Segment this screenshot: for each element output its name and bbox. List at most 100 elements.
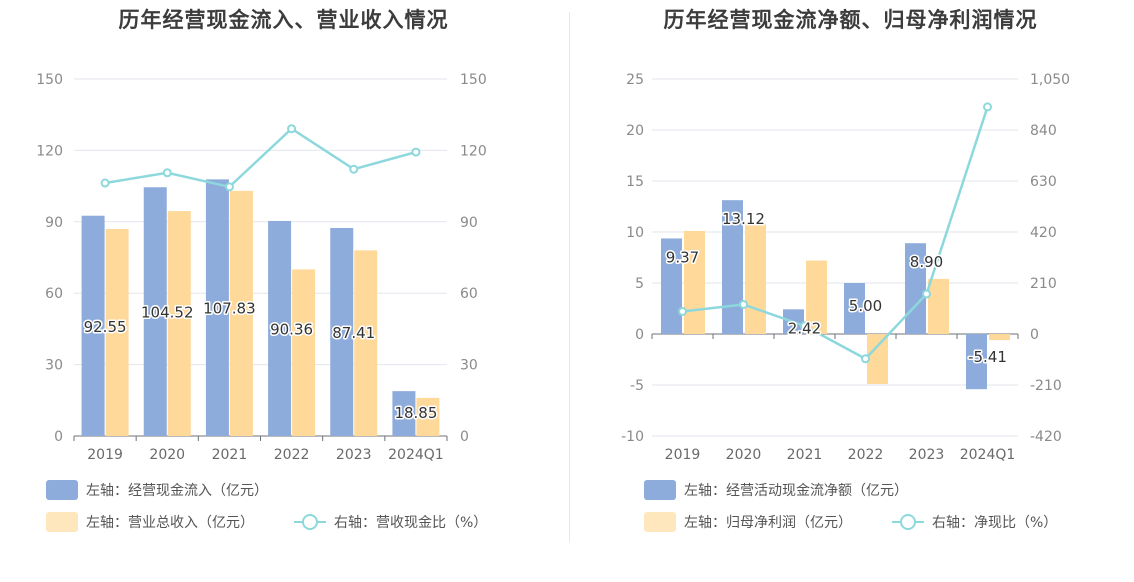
ratio-point xyxy=(983,102,992,112)
x-tick-label: 2021 xyxy=(212,447,248,463)
y-left-tick-label: 25 xyxy=(626,72,644,88)
data-label: 92.55 xyxy=(84,318,127,336)
y-left-tick-label: 0 xyxy=(635,327,644,343)
ratio-point xyxy=(922,289,931,299)
ratio-point xyxy=(349,164,359,174)
legend-item-revenue[interactable]: 左轴：营业总收入（亿元） xyxy=(46,512,254,532)
bar-blue xyxy=(661,238,682,334)
legend-label: 右轴：营收现金比（%） xyxy=(334,515,488,531)
y-right-tick-label: 30 xyxy=(460,358,478,374)
bar-orange xyxy=(229,190,253,436)
bar-blue xyxy=(966,334,987,390)
bar-orange xyxy=(167,211,191,436)
x-tick-label: 2021 xyxy=(787,447,823,463)
data-label: 18.85 xyxy=(394,404,437,422)
y-right-tick-label: 150 xyxy=(460,72,487,88)
legend-item-net-cash[interactable]: 左轴：经营活动现金流净额（亿元） xyxy=(644,480,908,500)
data-label: 107.83 xyxy=(203,300,256,318)
bar-orange xyxy=(989,334,1010,341)
legend-label: 左轴：营业总收入（亿元） xyxy=(86,515,254,531)
data-label: 87.41 xyxy=(332,324,375,342)
y-right-tick-label: 0 xyxy=(460,429,469,445)
legend-label: 左轴：经营活动现金流净额（亿元） xyxy=(684,483,908,499)
x-tick-label: 2022 xyxy=(848,447,884,463)
bar-blue xyxy=(844,283,865,334)
y-right-tick-label: 1,050 xyxy=(1030,72,1070,88)
y-left-tick-label: 90 xyxy=(45,215,63,231)
ratio-point xyxy=(861,354,870,364)
bar-blue xyxy=(722,200,743,334)
panel-divider xyxy=(569,12,570,542)
legend-swatch-blue xyxy=(46,480,78,500)
chart-plot-area: 0 30 60 90 120 150 0 30 60 90 120 150 2019 2020 2021 20… xyxy=(36,72,487,463)
data-label: 8.90 xyxy=(910,253,943,271)
y-left-tick-label: 5 xyxy=(635,276,644,292)
bar-orange xyxy=(928,278,949,334)
bar-blue xyxy=(205,179,229,436)
y-right-tick-label: 0 xyxy=(1030,327,1039,343)
bar-orange xyxy=(416,397,440,436)
legend-item-net-cash-ratio[interactable]: 右轴：净现比（%） xyxy=(892,512,1057,532)
y-right-tick-label: 210 xyxy=(1030,276,1057,292)
ratio-point xyxy=(100,178,110,188)
y-left-tick-label: 0 xyxy=(54,429,63,445)
x-tick-label: 2022 xyxy=(274,447,310,463)
y-left-tick-label: 30 xyxy=(45,358,63,374)
y-right-tick-label: 120 xyxy=(460,143,487,159)
legend-swatch-orange xyxy=(46,512,78,532)
y-left-tick-label: 15 xyxy=(626,174,644,190)
ratio-point xyxy=(287,124,297,134)
legend-item-net-profit[interactable]: 左轴：归母净利润（亿元） xyxy=(644,512,852,532)
legend-item-cash-inflow[interactable]: 左轴：经营现金流入（亿元） xyxy=(46,480,268,500)
y-right-tick-label: -210 xyxy=(1030,378,1062,394)
y-right-tick-label: -420 xyxy=(1030,429,1062,445)
data-label: 5.00 xyxy=(849,297,882,315)
data-label: 13.12 xyxy=(722,210,765,228)
chart-panel-netcash-profit: 历年经营现金流净额、归母净利润情况 -10 -5 0 5 10 15 20 25 -420 -21… xyxy=(567,0,1134,582)
y-left-tick-label: 10 xyxy=(626,225,644,241)
data-label: 90.36 xyxy=(270,320,313,338)
ratio-line xyxy=(682,106,989,361)
bar-orange xyxy=(806,260,827,334)
bar-orange xyxy=(105,228,129,436)
legend-label: 右轴：净现比（%） xyxy=(932,515,1058,531)
y-left-tick-label: 60 xyxy=(45,286,63,302)
x-tick-label: 2020 xyxy=(726,447,762,463)
y-left-tick-label: -10 xyxy=(621,429,644,445)
ratio-line xyxy=(104,127,417,189)
bar-blue xyxy=(392,391,416,436)
chart-title: 历年经营现金流入、营业收入情况 xyxy=(118,8,449,32)
data-label: -5.41 xyxy=(968,348,1007,366)
chart-panel-cashflow-revenue: 历年经营现金流入、营业收入情况 0 30 60 90 120 150 0 30 60 90 120 1… xyxy=(36,8,487,532)
y-right-tick-label: 840 xyxy=(1030,123,1057,139)
bar-orange xyxy=(354,250,378,436)
ratio-point xyxy=(678,306,687,316)
chart-plot-area: -10 -5 0 5 10 15 20 25 -420 -210 0 210 420 630 840 1,05… xyxy=(621,72,1070,463)
x-tick-label: 2023 xyxy=(909,447,945,463)
x-tick-label: 2019 xyxy=(87,447,123,463)
x-tick-label: 2024Q1 xyxy=(960,447,1016,463)
bar-orange xyxy=(745,223,766,334)
data-label: 104.52 xyxy=(141,304,194,322)
y-left-tick-label: 150 xyxy=(36,72,63,88)
y-right-tick-label: 90 xyxy=(460,215,478,231)
ratio-point xyxy=(162,168,172,178)
bar-blue xyxy=(268,220,292,436)
y-right-tick-label: 60 xyxy=(460,286,478,302)
bar-blue xyxy=(81,215,105,436)
y-left-tick-label: 120 xyxy=(36,143,63,159)
data-label: 9.37 xyxy=(666,248,699,266)
ratio-point xyxy=(800,321,809,331)
legend-line-marker-icon xyxy=(294,512,326,532)
bar-blue xyxy=(330,227,354,436)
y-right-tick-label: 420 xyxy=(1030,225,1057,241)
legend-label: 左轴：归母净利润（亿元） xyxy=(684,515,852,531)
legend-item-cash-ratio[interactable]: 右轴：营收现金比（%） xyxy=(294,512,487,532)
ratio-point xyxy=(411,147,421,157)
bar-orange xyxy=(867,334,888,384)
x-tick-label: 2024Q1 xyxy=(388,447,444,463)
legend-label: 左轴：经营现金流入（亿元） xyxy=(86,483,268,499)
legend-swatch-orange xyxy=(644,512,676,532)
x-tick-label: 2020 xyxy=(149,447,185,463)
ratio-point xyxy=(739,299,748,309)
